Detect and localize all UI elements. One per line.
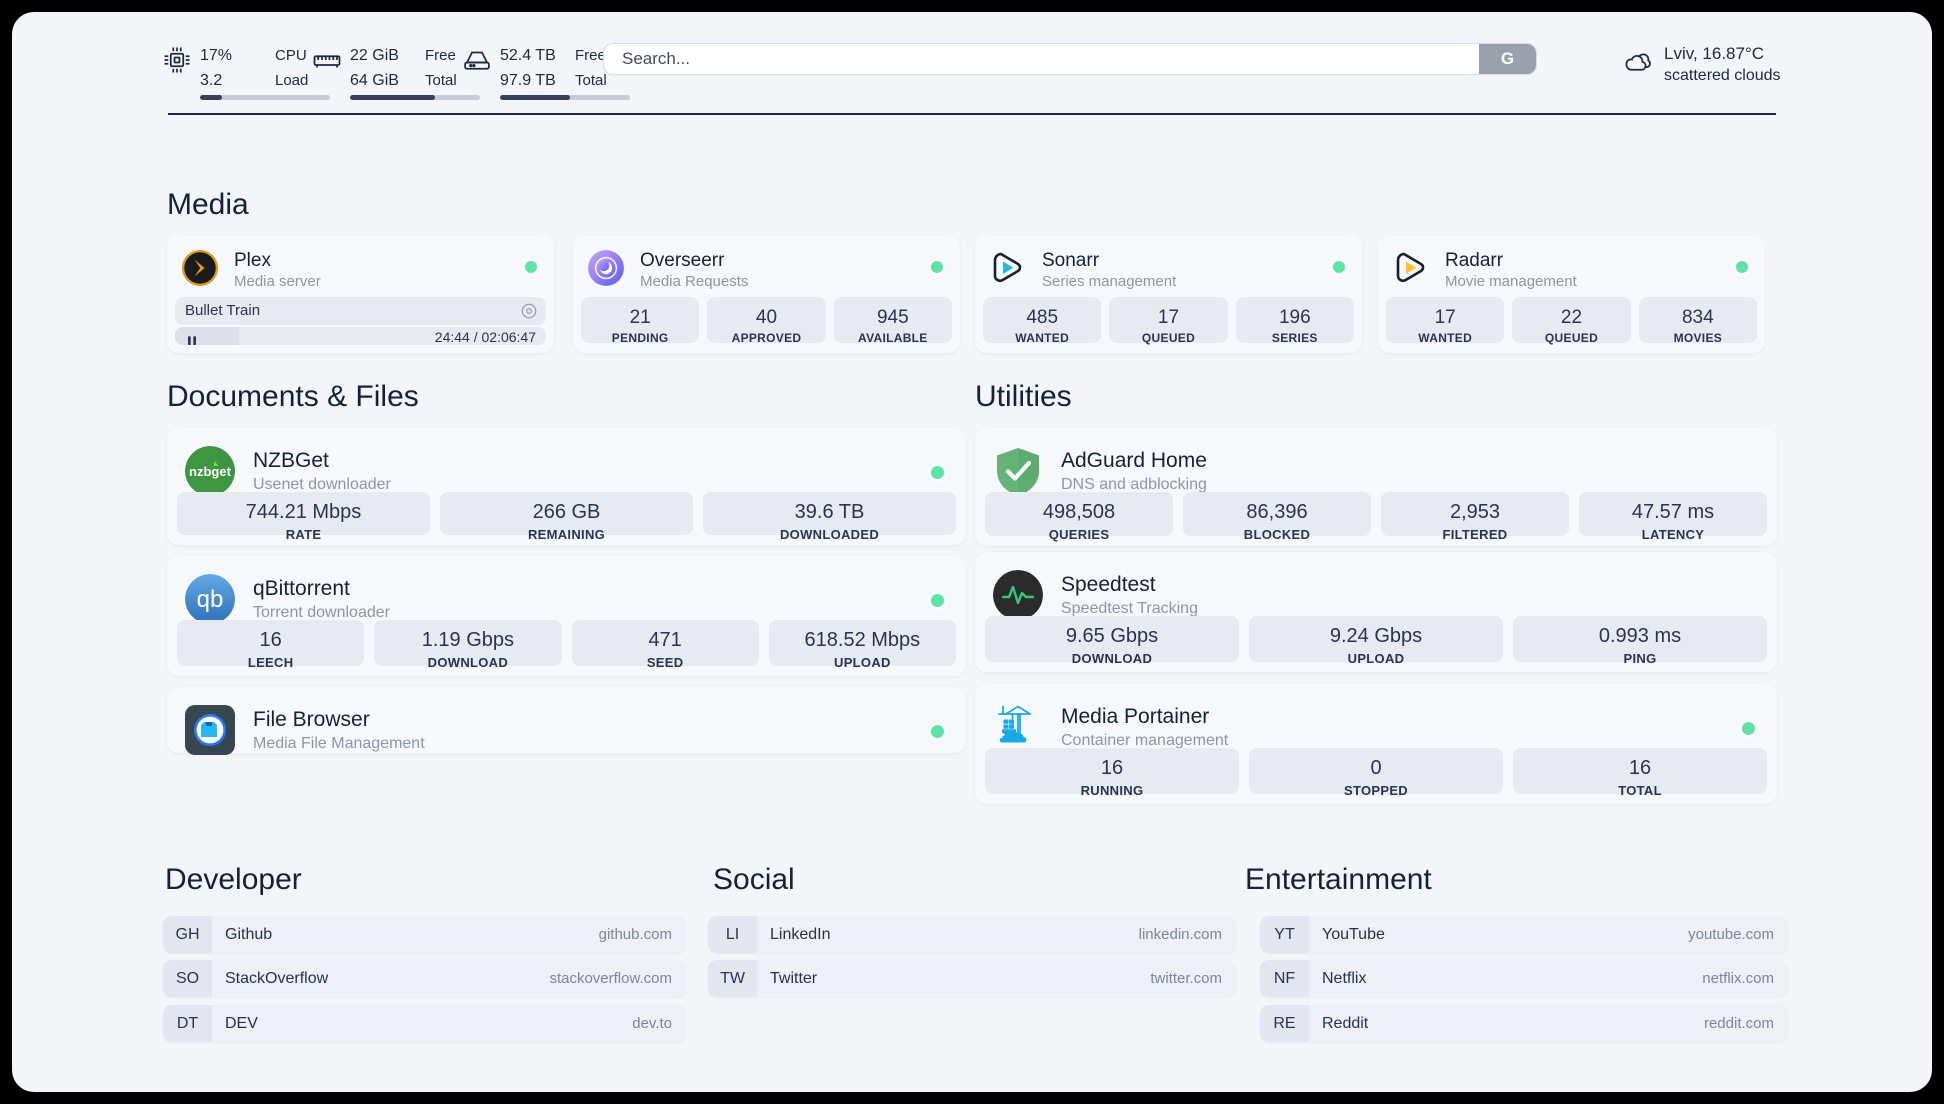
svg-text:qb: qb	[197, 586, 224, 613]
svg-text:nzbget: nzbget	[189, 464, 232, 479]
